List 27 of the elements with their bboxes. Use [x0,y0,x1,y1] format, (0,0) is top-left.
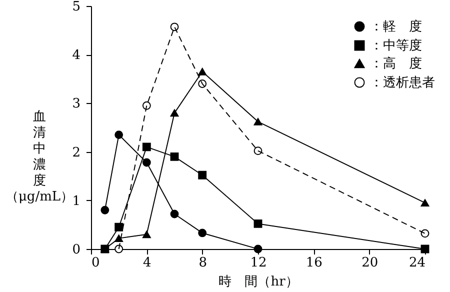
legend-label: ：高 度 [370,56,422,72]
y-tick-label: 4 [72,48,80,64]
x-tick-label: 0 [92,256,100,270]
point [420,199,430,207]
legend-label: ：透析患者 [370,76,435,90]
point [170,22,179,32]
point [114,244,124,254]
y-tick-label: 1 [72,194,80,209]
x-axis-title: 時 間（hr） [218,274,298,290]
y-tick-label: 2 [72,145,80,160]
point [142,142,151,152]
x-tick-label: 16 [306,256,322,270]
x-tick-label: 24 [408,256,426,270]
x-tick-label: 12 [250,256,267,270]
legend-label: ：中等度 [370,38,422,54]
x-tick-label: 4 [143,256,152,270]
point [100,206,110,214]
y-tick-label: 3 [72,96,80,112]
point [142,101,151,110]
y-axis-title: 血清中濃度（μg/mL） [5,110,74,204]
point [420,229,430,238]
x-tick-label: 20 [362,256,378,270]
y-tick-label: 0 [72,242,80,258]
x-tick-label: 8 [198,256,207,270]
point [254,146,262,156]
y-tick-label: 5 [72,0,80,14]
legend-label: ：軽 度 [370,18,422,34]
